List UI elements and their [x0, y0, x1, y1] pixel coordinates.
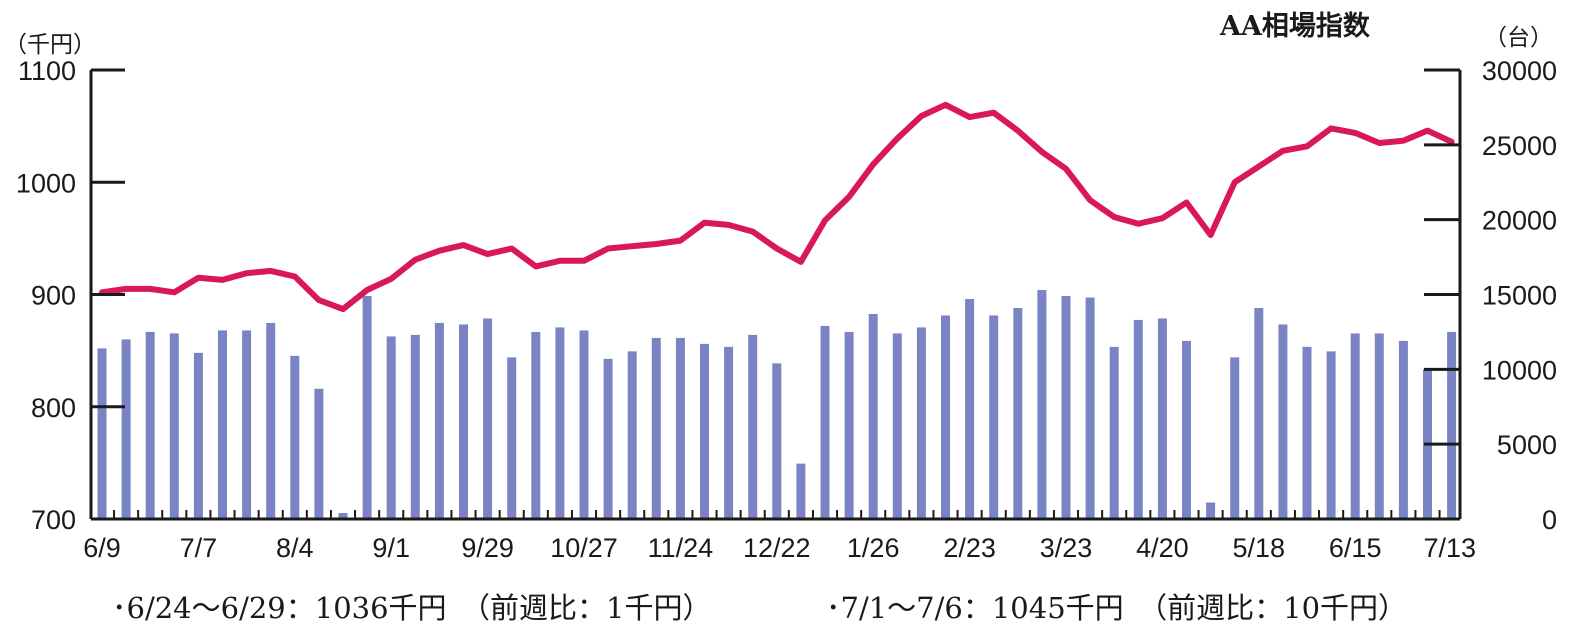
right-tick-label: 25000: [1482, 131, 1557, 161]
bar: [748, 334, 758, 519]
left-tick-label: 800: [31, 393, 76, 423]
footer-note-left: ･6/24～6/29：1036千円 （前週比：1千円）: [112, 591, 712, 625]
bar: [410, 334, 420, 519]
bar: [579, 330, 589, 519]
bar: [555, 327, 565, 519]
x-tick-label: 9/29: [461, 533, 514, 563]
x-tick-label: 11/24: [648, 533, 714, 563]
bar: [242, 330, 252, 519]
bar: [941, 315, 950, 519]
right-tick-label: 15000: [1482, 281, 1557, 311]
bar: [1302, 346, 1312, 519]
x-tick-label: 1/26: [847, 533, 900, 563]
x-tick-label: 8/4: [276, 533, 314, 563]
bar: [1109, 346, 1119, 519]
bar: [1206, 502, 1216, 519]
x-tick-label: 6/9: [83, 533, 121, 563]
bar: [651, 337, 661, 519]
x-tick-label: 9/1: [372, 533, 410, 563]
bar: [1157, 318, 1167, 519]
left-tick-label: 900: [31, 281, 76, 311]
bar: [1085, 297, 1095, 519]
bar: [1374, 333, 1384, 519]
bar: [965, 298, 975, 519]
bar: [218, 330, 227, 519]
right-tick-label: 30000: [1482, 56, 1557, 86]
left-tick-label: 1000: [16, 168, 76, 198]
bar: [724, 346, 734, 519]
bar: [916, 327, 926, 519]
bar: [603, 358, 613, 519]
bar: [1230, 357, 1240, 519]
right-tick-label: 0: [1542, 505, 1557, 535]
bar: [627, 351, 637, 519]
bar: [459, 324, 468, 519]
bar: [700, 343, 709, 519]
bar: [1326, 351, 1336, 519]
bar: [1061, 295, 1071, 519]
x-tick-label: 4/20: [1136, 533, 1189, 563]
chart-title: AA相場指数: [1219, 11, 1371, 42]
bar: [1254, 307, 1264, 519]
bar: [844, 331, 854, 519]
bar: [1013, 307, 1023, 519]
bar: [193, 352, 203, 519]
x-tick-label: 12/22: [743, 533, 811, 563]
bar: [796, 463, 806, 519]
bar: [1037, 290, 1047, 519]
bar: [1278, 324, 1288, 519]
right-axis-unit: （台）: [1484, 25, 1553, 51]
index-line: [99, 101, 1455, 313]
bar: [362, 295, 372, 519]
left-tick-label: 700: [31, 505, 76, 535]
x-tick-label: 6/15: [1329, 533, 1382, 563]
x-tick-label: 2/23: [943, 533, 996, 563]
bar: [989, 315, 999, 519]
right-tick-label: 20000: [1482, 206, 1557, 236]
bar: [1350, 333, 1360, 519]
bar: [386, 336, 396, 519]
bar: [483, 318, 493, 519]
bar: [892, 333, 902, 519]
bar: [121, 339, 131, 519]
bar: [1447, 331, 1457, 519]
x-tick-label: 7/7: [180, 533, 218, 563]
left-axis-unit: （千円）: [4, 32, 96, 58]
right-tick-label: 5000: [1497, 430, 1557, 460]
bar: [531, 331, 541, 519]
bar: [507, 357, 517, 519]
bar: [169, 333, 179, 519]
bar: [266, 322, 276, 519]
left-tick-label: 1100: [18, 56, 76, 86]
x-tick-label: 7/13: [1423, 533, 1476, 563]
bar: [772, 363, 782, 519]
footer-note-right: ･7/1～7/6：1045千円 （前週比：10千円）: [826, 591, 1408, 625]
bar: [1398, 340, 1408, 519]
x-tick-label: 10/27: [550, 533, 618, 563]
bar: [1133, 319, 1143, 519]
bar: [820, 325, 830, 519]
bar: [145, 331, 155, 519]
right-tick-label: 10000: [1482, 355, 1557, 385]
bar: [675, 337, 685, 519]
bar: [1182, 340, 1191, 519]
bar: [338, 513, 348, 519]
bar: [314, 388, 324, 519]
x-tick-label: 5/18: [1233, 533, 1286, 563]
bar: [434, 322, 444, 519]
x-tick-label: 3/23: [1040, 533, 1093, 563]
bar: [97, 348, 107, 519]
bar: [868, 313, 878, 519]
bar: [290, 355, 300, 519]
